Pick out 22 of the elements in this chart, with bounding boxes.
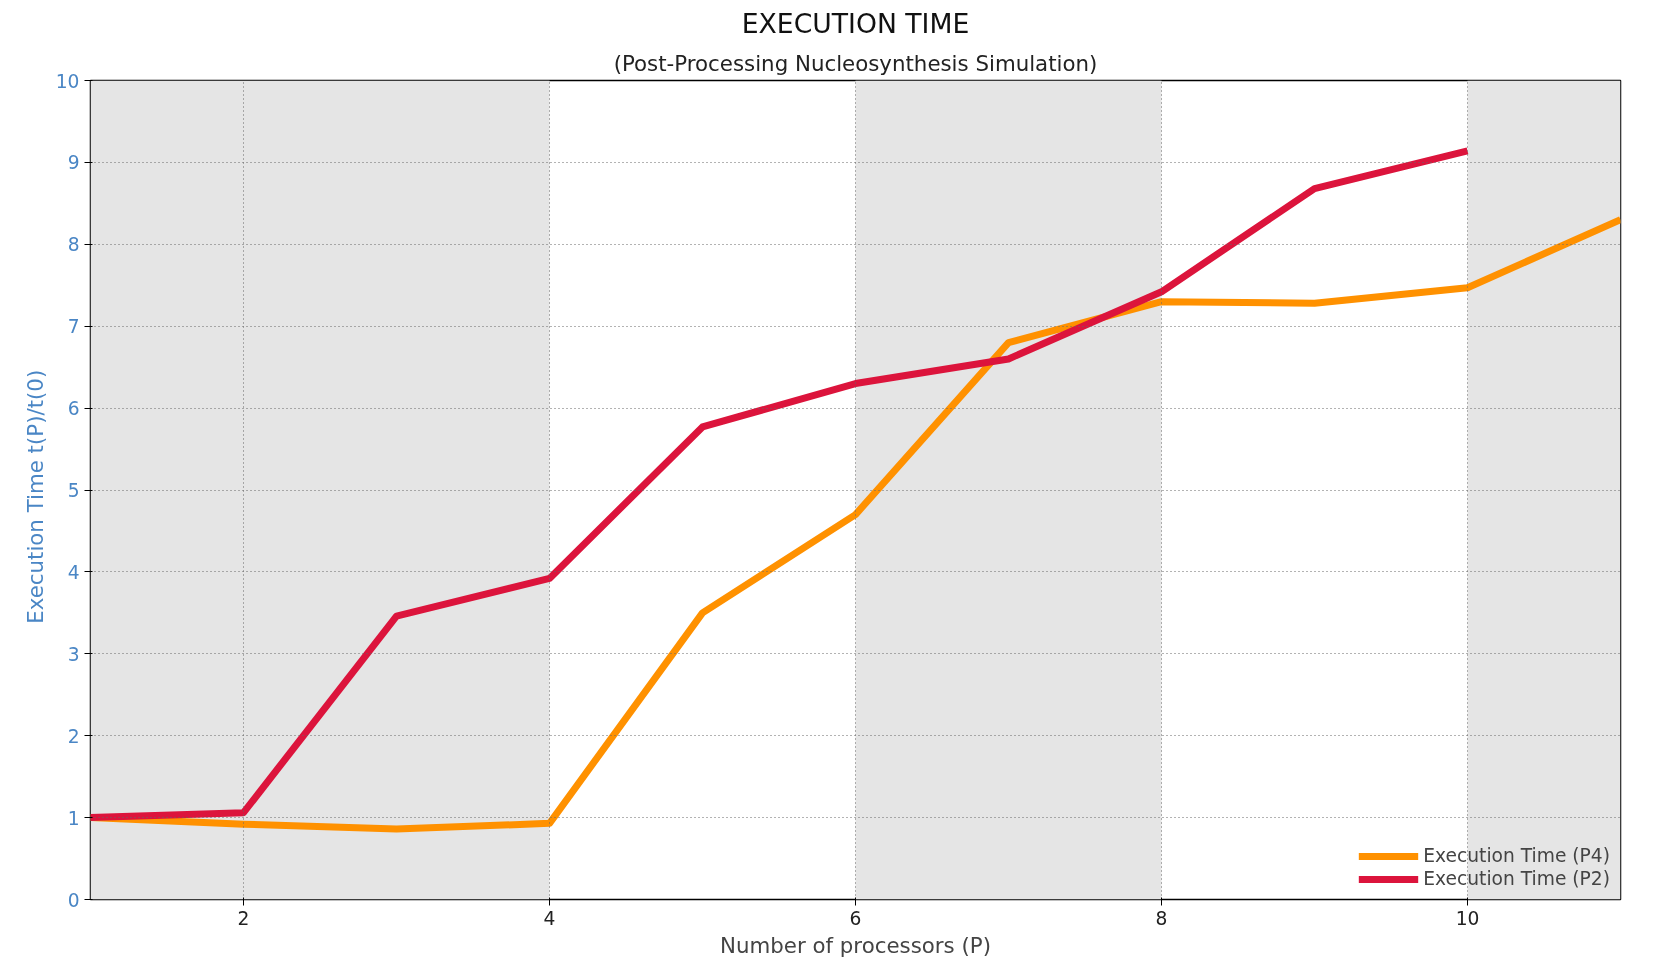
- y-tick-label: 1: [67, 807, 80, 829]
- y-tick-label: 4: [67, 561, 80, 583]
- x-tick-label: 2: [237, 907, 250, 929]
- x-tick-label: 4: [543, 907, 556, 929]
- chart-subtitle: (Post-Processing Nucleosynthesis Simulation): [613, 50, 1098, 76]
- y-tick-label: 3: [67, 643, 80, 665]
- y-tick-label: 7: [67, 316, 80, 338]
- x-axis-title: Number of processors (P): [720, 932, 991, 958]
- y-tick-label: 10: [55, 70, 80, 92]
- chart-title: EXECUTION TIME: [741, 7, 970, 39]
- x-tick-label: 8: [1155, 907, 1168, 929]
- y-tick-label: 2: [67, 725, 80, 747]
- y-tick-label: 5: [67, 480, 80, 501]
- y-axis-title: Execution Time t(P)/t(0): [22, 369, 48, 624]
- legend-label: Execution Time (P2): [1423, 868, 1610, 889]
- y-tick-label: 0: [67, 889, 80, 911]
- x-tick-label: 6: [849, 907, 862, 929]
- y-tick-label: 8: [67, 234, 80, 256]
- y-tick-label: 6: [67, 398, 80, 420]
- legend-label: Execution Time (P4): [1423, 845, 1610, 866]
- x-tick-label: 10: [1455, 907, 1480, 929]
- y-tick-label: 9: [67, 152, 80, 174]
